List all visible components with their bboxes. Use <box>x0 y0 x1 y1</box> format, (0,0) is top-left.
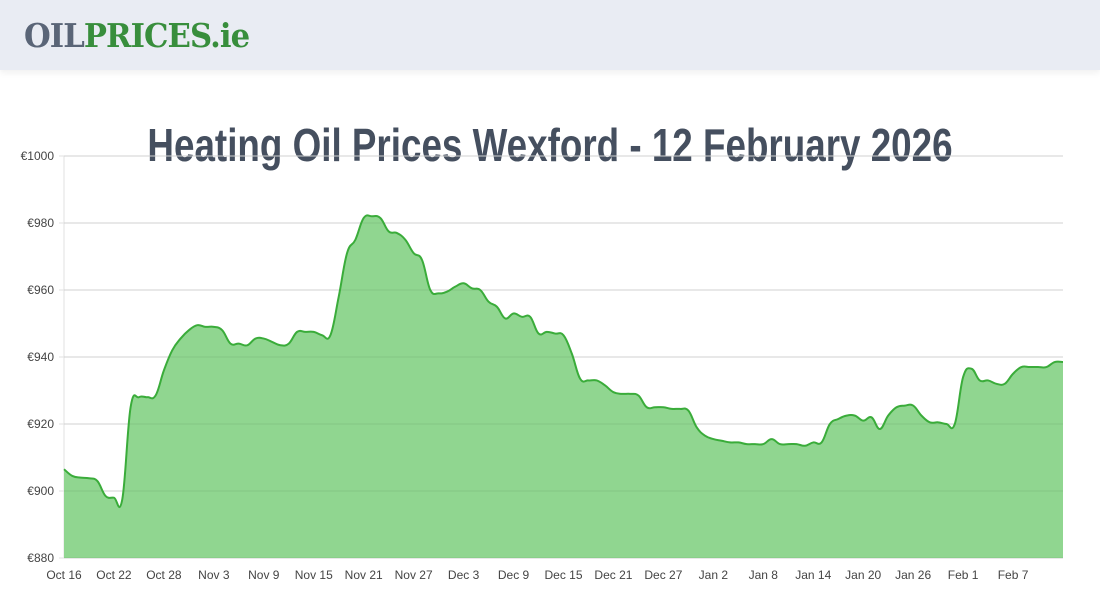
y-tick-label: €920 <box>27 417 54 431</box>
price-line[interactable] <box>63 214 1064 508</box>
x-tick-label: Jan 8 <box>748 568 778 582</box>
x-tick-label: Nov 21 <box>344 568 383 582</box>
x-tick-label: Nov 15 <box>294 568 333 582</box>
site-header: OILPRICES.ie <box>0 0 1100 70</box>
x-tick-label: Feb 1 <box>947 568 979 582</box>
x-tick-label: Dec 15 <box>544 568 583 582</box>
x-tick-label: Dec 9 <box>497 568 530 582</box>
logo-text-oil: OIL <box>24 16 85 55</box>
x-tick-label: Dec 3 <box>447 568 480 582</box>
y-tick-label: €880 <box>27 551 54 565</box>
x-tick-label: Nov 9 <box>248 568 280 582</box>
price-area-fill <box>64 215 1063 558</box>
x-tick-label: Jan 20 <box>845 568 882 582</box>
x-tick-label: Oct 28 <box>146 568 182 582</box>
x-tick-label: Jan 2 <box>698 568 729 582</box>
x-tick-label: Oct 22 <box>96 568 132 582</box>
y-tick-label: €1000 <box>20 149 54 163</box>
logo-text-prices-ie: PRICES.ie <box>83 16 250 55</box>
y-tick-label: €980 <box>27 216 54 230</box>
page-title: Heating Oil Prices Wexford - 12 February… <box>147 118 953 171</box>
x-tick-label: Jan 26 <box>895 568 932 582</box>
x-tick-label: Jan 14 <box>795 568 832 582</box>
x-tick-label: Nov 27 <box>394 568 433 582</box>
y-tick-label: €940 <box>27 350 54 364</box>
x-tick-label: Oct 16 <box>46 568 82 582</box>
x-tick-label: Nov 3 <box>198 568 230 582</box>
x-tick-label: Dec 21 <box>594 568 633 582</box>
site-logo[interactable]: OILPRICES.ie <box>24 16 250 56</box>
y-tick-label: €900 <box>27 484 54 498</box>
x-tick-label: Feb 7 <box>997 568 1029 582</box>
y-tick-label: €960 <box>27 283 54 297</box>
x-tick-label: Dec 27 <box>644 568 683 582</box>
